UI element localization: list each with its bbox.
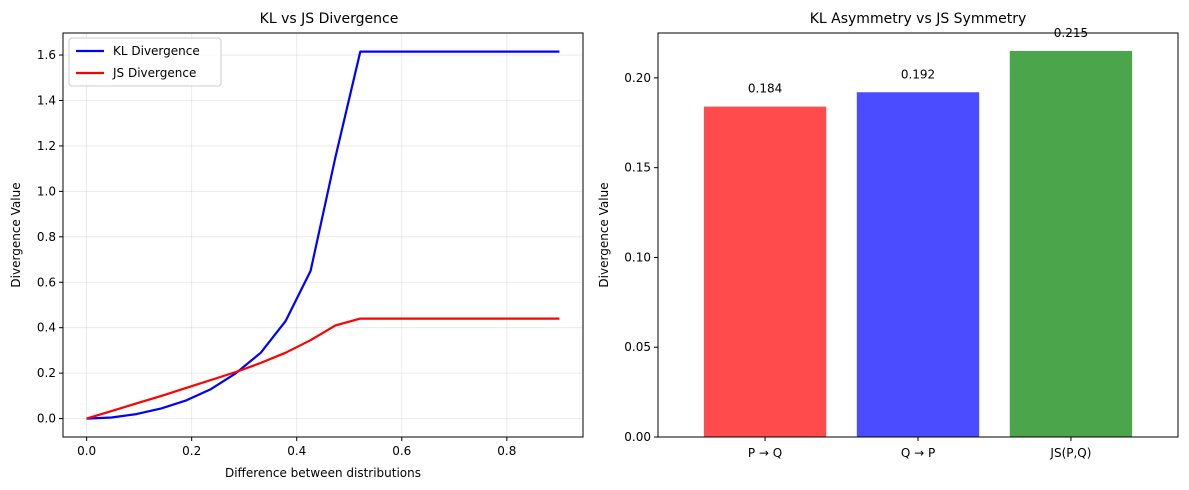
- js-divergence-line: [86, 317, 560, 420]
- chart1-x-ticks: 0.0 0.2 0.4 0.6 0.8: [77, 437, 516, 458]
- bar-value-label: 0.184: [748, 82, 782, 96]
- chart1-y-tick-label: 0.8: [37, 230, 56, 244]
- chart1-y-tick-label: 1.2: [37, 139, 56, 153]
- chart1-x-tick-label: 0.4: [287, 444, 306, 458]
- chart2-y-tick-label: 0.05: [624, 340, 651, 354]
- chart2-y-ticks: 0.00 0.05 0.10 0.15 0.20: [624, 71, 658, 444]
- chart1-x-tick-label: 0.8: [497, 444, 516, 458]
- chart1-series: [86, 50, 560, 420]
- chart1-x-tick-label: 0.0: [77, 444, 96, 458]
- chart1-grid: [63, 33, 583, 437]
- bar-2: [856, 92, 980, 438]
- chart2-y-axis-label: Divergence Value: [597, 182, 611, 287]
- chart1-y-tick-label: 0.4: [37, 321, 56, 335]
- chart1-y-tick-label: 0.0: [37, 412, 56, 426]
- chart2-title: KL Asymmetry vs JS Symmetry: [810, 11, 1027, 27]
- chart1-y-tick-label: 0.2: [37, 366, 56, 380]
- legend-js-label: JS Divergence: [112, 66, 196, 80]
- chart2-x-ticks: P → Q Q → P JS(P,Q): [748, 437, 1091, 460]
- chart1-x-tick-label: 0.2: [182, 444, 201, 458]
- chart2-y-tick-label: 0.10: [624, 250, 651, 264]
- chart1-y-tick-label: 1.0: [37, 184, 56, 198]
- chart1-plot-frame: [62, 32, 584, 438]
- chart2-y-tick-label: 0.20: [624, 71, 651, 85]
- legend-frame: [68, 37, 222, 87]
- chart1-x-tick-label: 0.6: [392, 444, 411, 458]
- legend-kl-label: KL Divergence: [113, 44, 200, 58]
- bar-value-label: 0.192: [901, 67, 935, 81]
- chart2-category-label: Q → P: [901, 446, 935, 460]
- chart2-y-tick-label: 0.00: [624, 430, 651, 444]
- chart1-y-tick-label: 0.6: [37, 275, 56, 289]
- chart2-y-tick-label: 0.15: [624, 161, 651, 175]
- chart2-category-label: P → Q: [748, 446, 782, 460]
- chart1-y-tick-label: 1.4: [37, 93, 56, 107]
- chart1-y-ticks: 0.0 0.2 0.4 0.6 0.8 1.0 1.2 1.4 1.6: [37, 48, 63, 426]
- asymmetry-bar-chart: KL Asymmetry vs JS Symmetry 0.184 0.192 0.…: [597, 11, 1179, 460]
- chart2-category-label: JS(P,Q): [1049, 446, 1091, 460]
- chart1-y-axis-label: Divergence Value: [9, 182, 23, 287]
- chart2-bars: [703, 50, 1133, 438]
- chart1-y-tick-label: 1.6: [37, 48, 56, 62]
- chart1-legend: KL Divergence JS Divergence: [68, 37, 222, 87]
- bar-1: [703, 106, 827, 438]
- chart1-x-axis-label: Difference between distributions: [225, 466, 421, 480]
- chart1-title: KL vs JS Divergence: [260, 11, 399, 27]
- kl-divergence-line: [86, 50, 560, 420]
- bar-3: [1009, 50, 1133, 437]
- kl-js-line-chart: KL vs JS Divergence 0.0 0.2 0.4 0.6 0.8 0.00…: [9, 11, 584, 480]
